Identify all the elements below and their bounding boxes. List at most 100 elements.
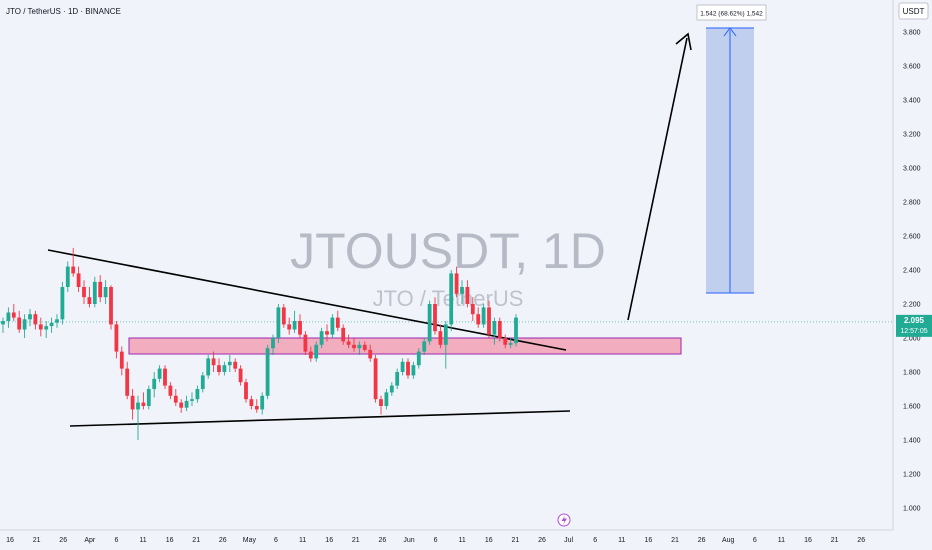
candle <box>433 297 437 335</box>
candle-body <box>6 312 11 321</box>
candle-body <box>33 314 38 325</box>
x-tick-label: 11 <box>618 537 625 544</box>
candle-body <box>233 361 238 369</box>
x-tick-label: 6 <box>753 537 757 544</box>
candle-body <box>319 331 324 345</box>
candle <box>125 361 130 400</box>
candle <box>330 314 335 338</box>
candle <box>503 334 508 349</box>
candle <box>357 341 362 355</box>
candle-body <box>508 343 513 345</box>
candle-body <box>395 372 400 386</box>
y-tick-label: 3.200 <box>903 132 921 139</box>
currency-badge-label: USDT <box>903 7 925 16</box>
candle <box>222 361 227 376</box>
event-marker[interactable] <box>557 513 571 527</box>
support-zone[interactable] <box>128 337 682 355</box>
projection-label: 1.542 (68.62%) 1,542 <box>696 4 767 21</box>
candle-body <box>379 399 383 406</box>
candle-body <box>65 266 70 287</box>
candle <box>211 351 216 372</box>
candle-body <box>514 317 518 344</box>
candle <box>173 389 178 406</box>
y-tick-label: 1.600 <box>903 404 921 411</box>
candle-body <box>465 287 470 304</box>
candle-body <box>373 358 378 400</box>
candle <box>184 395 189 412</box>
candle-body <box>109 287 113 325</box>
candle <box>460 280 464 304</box>
candle <box>136 395 140 440</box>
candle <box>119 346 124 376</box>
watermark-ticker: JTOUSDT, 1D <box>290 223 606 279</box>
candle <box>130 389 135 420</box>
target-arrow-line[interactable] <box>627 37 688 321</box>
candle <box>470 297 475 321</box>
y-tick-label: 1.400 <box>903 438 921 445</box>
candle <box>276 304 281 344</box>
y-tick-label: 1.000 <box>903 506 921 513</box>
candle <box>487 300 491 338</box>
candle-body <box>449 273 454 325</box>
candle-body <box>335 317 340 328</box>
candle-body <box>38 324 43 330</box>
candle <box>82 280 86 304</box>
candle-body <box>125 368 130 396</box>
candle-body <box>292 321 297 330</box>
candle <box>514 314 518 347</box>
candle-body <box>98 281 103 298</box>
current-price-tag: 2.095 12:57:05 <box>896 314 932 337</box>
current-price-value: 2.095 <box>904 316 925 325</box>
candle-body <box>130 395 135 410</box>
candle <box>362 341 367 352</box>
candle-body <box>368 349 373 359</box>
candle <box>373 355 378 403</box>
candle-body <box>82 287 86 298</box>
candle-body <box>146 389 151 406</box>
x-tick-label: 16 <box>6 537 14 544</box>
x-tick-label: 11 <box>459 537 466 544</box>
candle-body <box>427 304 432 342</box>
candle-body <box>346 341 351 345</box>
candle <box>227 355 232 372</box>
support-trendline[interactable] <box>69 410 571 427</box>
candle <box>260 392 265 415</box>
currency-badge[interactable]: USDT <box>898 2 929 20</box>
candle-body <box>438 331 443 345</box>
y-tick-label: 2.400 <box>903 268 921 275</box>
candle <box>465 280 470 308</box>
x-tick-label: 26 <box>379 537 387 544</box>
descending-trendline[interactable] <box>47 249 567 351</box>
candle-body <box>76 273 81 287</box>
candle-body <box>28 314 32 320</box>
x-tick-label: Apr <box>84 537 96 544</box>
candle <box>33 310 38 330</box>
x-tick-label: 6 <box>274 537 278 544</box>
candle <box>60 281 65 325</box>
x-tick-label: 11 <box>778 537 785 544</box>
y-tick-label: 3.400 <box>903 98 921 105</box>
candle <box>314 341 319 362</box>
time-axis[interactable]: 16 21 26 Apr 6 11 16 21 26 May 6 11 16 21 26 Jun 6 11 16 21… <box>6 537 865 544</box>
candle <box>206 355 211 379</box>
candle-body <box>308 351 313 359</box>
candle <box>233 358 238 372</box>
candle-body <box>190 399 194 401</box>
candle-body <box>184 400 189 408</box>
candle <box>492 317 497 345</box>
x-tick-label: 11 <box>299 537 306 544</box>
candle-body <box>411 365 416 376</box>
x-tick-label: 26 <box>857 537 865 544</box>
candle-body <box>168 385 173 396</box>
candle-body <box>276 307 281 338</box>
candle-body <box>244 382 248 400</box>
candle <box>254 399 259 413</box>
candle-body <box>11 312 16 318</box>
candle <box>287 317 292 335</box>
candle <box>368 344 373 362</box>
candle-body <box>389 385 394 393</box>
candle <box>271 334 275 355</box>
price-axis[interactable]: 1.000 1.200 1.400 1.600 1.800 2.000 2.200 2.400… <box>903 30 921 513</box>
